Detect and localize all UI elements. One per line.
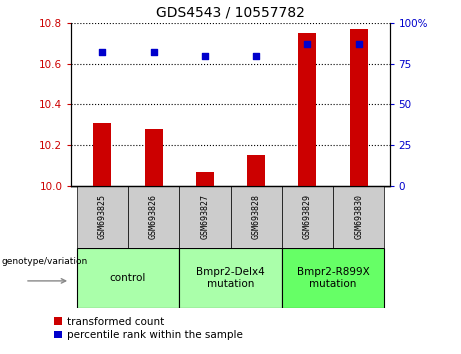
Bar	[128, 186, 179, 248]
Text: genotype/variation: genotype/variation	[1, 257, 88, 266]
Bar	[179, 186, 230, 248]
Point	[150, 50, 157, 55]
Bar	[145, 129, 163, 186]
Text: control: control	[110, 273, 146, 283]
Text: GSM693825: GSM693825	[98, 194, 107, 239]
Point	[99, 50, 106, 55]
Text: GSM693830: GSM693830	[354, 194, 363, 239]
Bar	[298, 33, 316, 186]
Bar	[282, 248, 384, 308]
Point	[355, 41, 362, 47]
Bar	[350, 29, 368, 186]
Bar	[77, 186, 128, 248]
Point	[253, 53, 260, 58]
Point	[304, 41, 311, 47]
Text: GSM693827: GSM693827	[201, 194, 209, 239]
Bar	[230, 186, 282, 248]
Bar	[179, 248, 282, 308]
Text: Bmpr2-R899X
mutation: Bmpr2-R899X mutation	[297, 267, 369, 289]
Text: GSM693828: GSM693828	[252, 194, 260, 239]
Point	[201, 53, 208, 58]
Bar	[333, 186, 384, 248]
Legend: transformed count, percentile rank within the sample: transformed count, percentile rank withi…	[53, 317, 243, 340]
Text: GSM693829: GSM693829	[303, 194, 312, 239]
Bar	[247, 155, 265, 186]
Text: Bmpr2-Delx4
mutation: Bmpr2-Delx4 mutation	[196, 267, 265, 289]
Bar	[282, 186, 333, 248]
Bar	[93, 123, 111, 186]
Title: GDS4543 / 10557782: GDS4543 / 10557782	[156, 5, 305, 19]
Bar	[77, 248, 179, 308]
Text: GSM693826: GSM693826	[149, 194, 158, 239]
Bar	[196, 172, 214, 186]
